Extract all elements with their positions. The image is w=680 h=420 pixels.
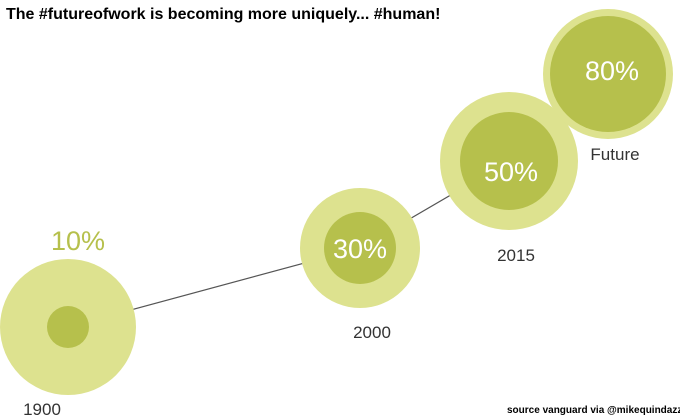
stage-2015: 50% 2015 xyxy=(440,92,578,265)
stage-future-year-label: Future xyxy=(590,145,639,164)
stage-2000-year-label: 2000 xyxy=(353,323,391,342)
stage-future-inner-circle xyxy=(550,16,666,132)
stage-1900-year-label: 1900 xyxy=(23,400,61,419)
stage-1900: 10% 1900 xyxy=(0,226,136,419)
source-credit: source vanguard via @mikequindazzi xyxy=(507,405,680,416)
stage-2015-year-label: 2015 xyxy=(497,246,535,265)
headline: The #futureofwork is becoming more uniqu… xyxy=(6,6,441,23)
stage-2000: 30% 2000 xyxy=(300,188,420,342)
stage-2015-inner-circle xyxy=(460,112,558,210)
stage-future: 80% Future xyxy=(543,9,673,164)
stage-2000-percent-label: 30% xyxy=(333,234,387,264)
stage-2015-percent-label: 50% xyxy=(484,157,538,187)
stage-1900-percent-label: 10% xyxy=(51,226,105,256)
stage-2000-inner-circle xyxy=(324,212,396,284)
stage-future-percent-label: 80% xyxy=(585,56,639,86)
stage-1900-inner-circle xyxy=(47,306,89,348)
